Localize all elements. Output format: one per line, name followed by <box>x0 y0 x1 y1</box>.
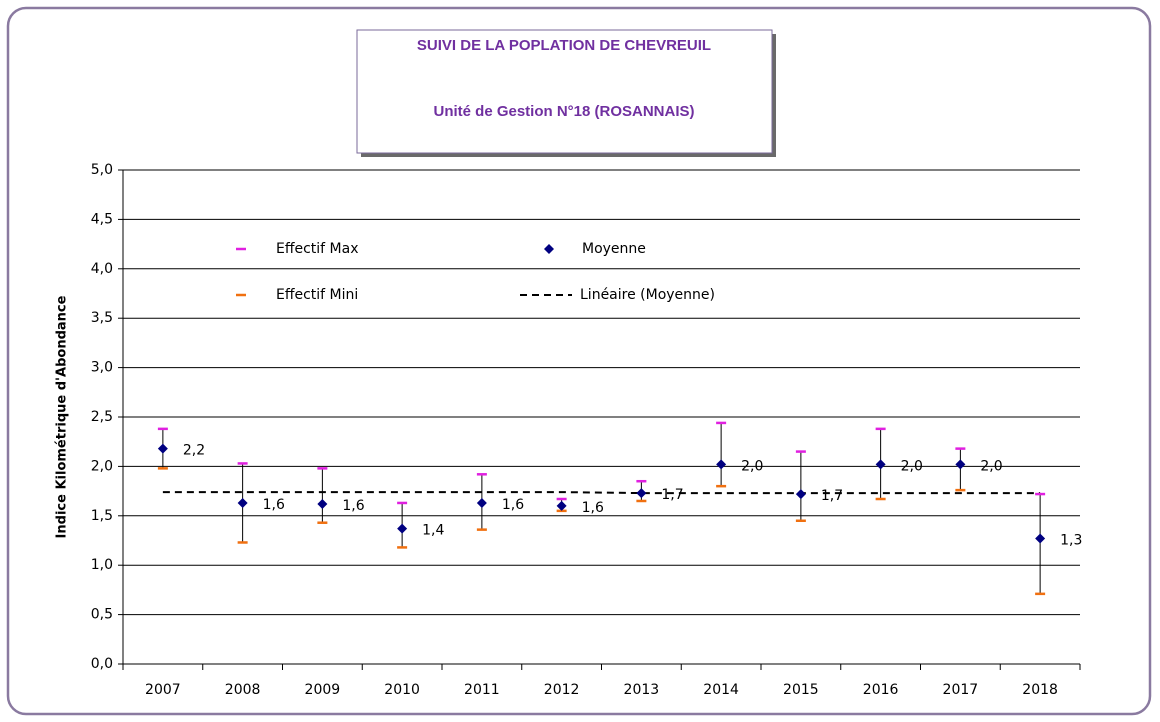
mean-marker <box>556 500 567 511</box>
x-tick-label: 2018 <box>1022 682 1058 698</box>
y-tick-label: 0,5 <box>91 607 113 623</box>
y-tick-label: 2,5 <box>91 409 113 425</box>
mean-marker <box>1035 533 1046 544</box>
y-tick-label: 0,0 <box>91 656 113 672</box>
data-label: 1,6 <box>582 500 604 516</box>
x-tick-label: 2014 <box>703 682 739 698</box>
chart-subtitle: Unité de Gestion N°18 (ROSANNAIS) <box>433 103 694 120</box>
mean-marker <box>237 497 248 508</box>
y-tick-label: 3,5 <box>91 310 113 326</box>
x-tick-label: 2013 <box>624 682 660 698</box>
mean-marker <box>397 523 408 534</box>
data-label: 1,6 <box>502 497 524 513</box>
mean-marker <box>157 443 168 454</box>
data-label: 1,7 <box>821 488 843 504</box>
mean-marker <box>476 497 487 508</box>
y-axis-title: Indice Kilométrique d'Abondance <box>55 295 70 538</box>
legend-label: Linéaire (Moyenne) <box>580 287 715 303</box>
chart-title: SUIVI DE LA POPLATION DE CHEVREUIL <box>417 37 711 54</box>
legend-label: Effectif Max <box>276 241 359 257</box>
legend-swatch <box>544 244 554 254</box>
mean-marker <box>955 459 966 470</box>
x-tick-label: 2015 <box>783 682 819 698</box>
y-tick-label: 1,5 <box>91 508 113 524</box>
legend-label: Effectif Mini <box>276 287 358 303</box>
data-label: 2,0 <box>980 458 1002 474</box>
data-label: 2,0 <box>901 458 923 474</box>
mean-marker <box>636 488 647 499</box>
mean-marker <box>716 459 727 470</box>
chart-frame <box>6 6 1152 716</box>
x-tick-label: 2017 <box>943 682 979 698</box>
data-label: 2,0 <box>741 458 763 474</box>
trend-line <box>162 491 1041 495</box>
mean-marker <box>795 489 806 500</box>
data-label: 1,4 <box>422 523 444 539</box>
y-tick-label: 3,0 <box>91 360 113 376</box>
y-tick-label: 1,0 <box>91 557 113 573</box>
y-tick-label: 4,5 <box>91 211 113 227</box>
y-tick-label: 2,0 <box>91 458 113 474</box>
x-tick-label: 2008 <box>225 682 261 698</box>
legend-label: Moyenne <box>582 241 646 257</box>
x-tick-label: 2011 <box>464 682 500 698</box>
data-label: 1,6 <box>342 498 364 514</box>
y-tick-label: 4,0 <box>91 261 113 277</box>
data-label: 2,2 <box>183 443 205 459</box>
mean-marker <box>875 459 886 470</box>
title-box <box>356 29 773 154</box>
mean-marker <box>317 498 328 509</box>
data-label: 1,3 <box>1060 533 1082 549</box>
x-tick-label: 2007 <box>145 682 181 698</box>
x-tick-label: 2009 <box>305 682 341 698</box>
x-tick-label: 2010 <box>384 682 420 698</box>
y-tick-label: 5,0 <box>91 162 113 178</box>
data-label: 1,6 <box>263 497 285 513</box>
data-label: 1,7 <box>661 487 683 503</box>
x-tick-label: 2012 <box>544 682 580 698</box>
x-tick-label: 2016 <box>863 682 899 698</box>
